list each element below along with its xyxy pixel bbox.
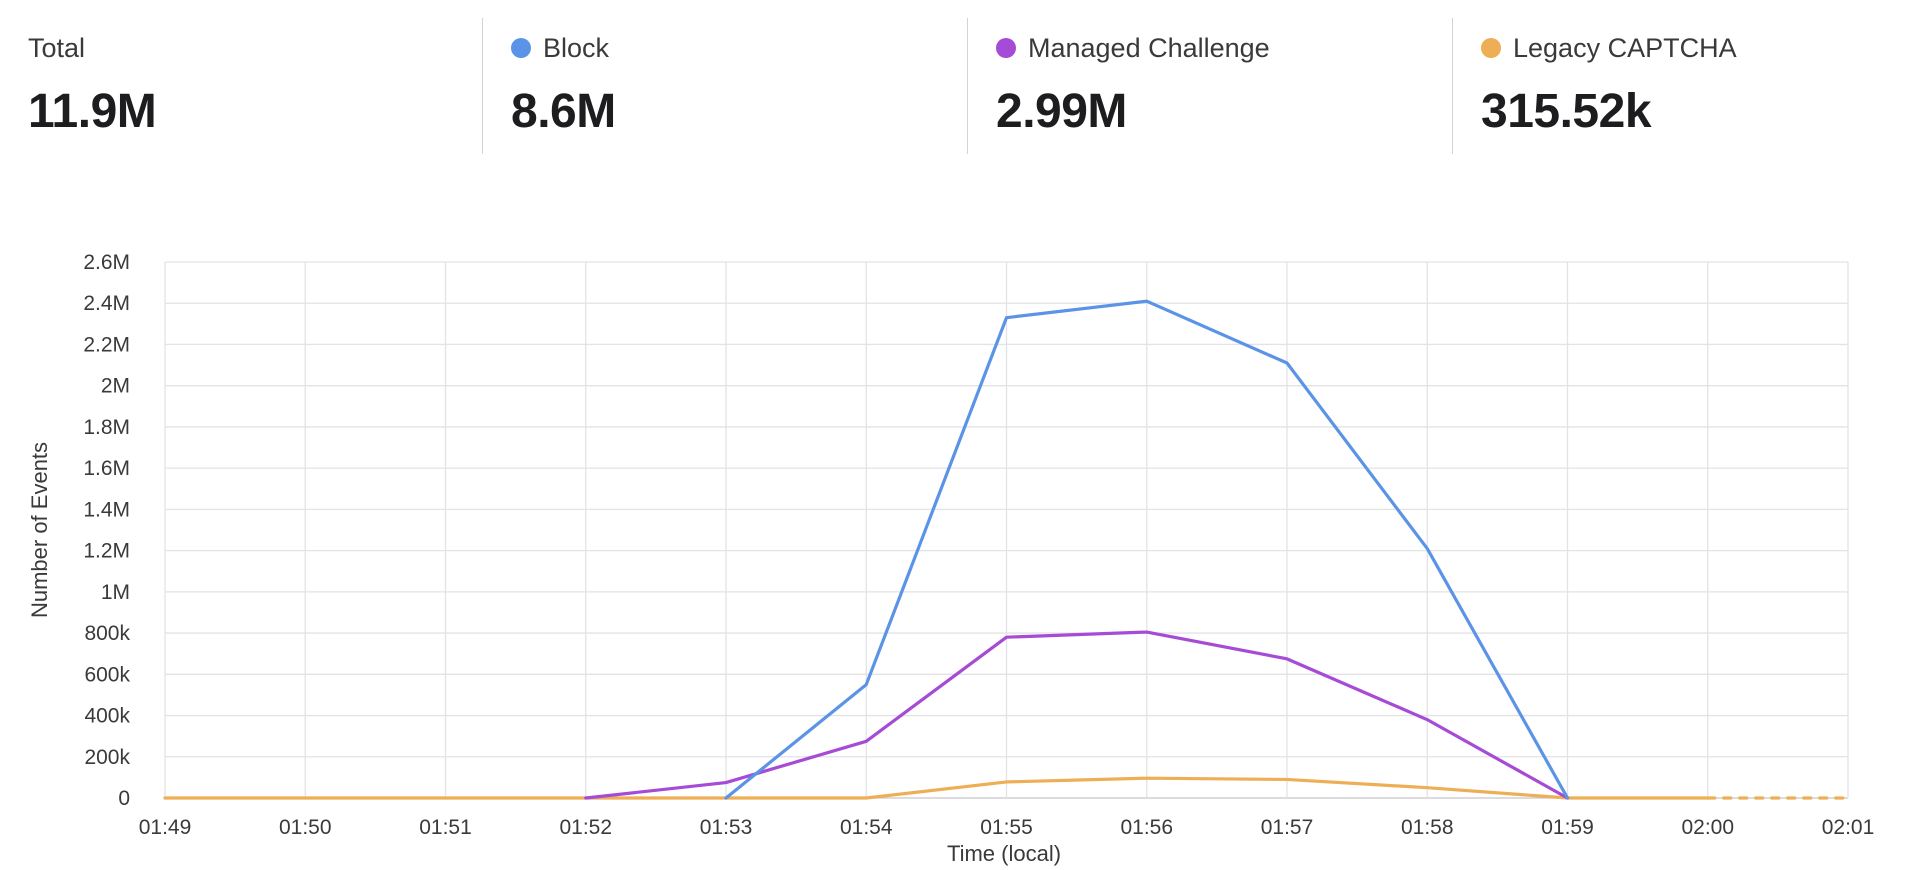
x-tick-label: 01:55 (980, 816, 1033, 839)
chart-series (163, 299, 1850, 800)
y-axis-ticks: 0 200k 400k 600k 800k 1M 1.2M 1.4M 1.6M 1.8M 2M 2.2… (83, 251, 130, 810)
x-axis-ticks: 01:49 01:50 01:51 01:52 01:53 01:54 01:55 01:56… (139, 816, 1875, 839)
y-tick-label: 600k (84, 663, 130, 686)
series-line-managed-challenge (584, 630, 1570, 800)
managed-challenge-legend-dot-icon (996, 38, 1016, 58)
x-tick-label: 01:56 (1120, 816, 1173, 839)
chart-grid (164, 261, 1849, 799)
x-tick-label: 01:51 (419, 816, 472, 839)
y-tick-label: 0 (118, 787, 130, 810)
summary-stats: Total 11.9M Block 8.6M Managed Challenge… (0, 18, 1920, 154)
y-axis-title: Number of Events (27, 442, 52, 618)
block-legend-dot-icon (511, 38, 531, 58)
stat-value: 2.99M (996, 85, 1127, 138)
stat-total: Total 11.9M (0, 18, 482, 154)
stat-label: Legacy CAPTCHA (1513, 32, 1737, 63)
stat-value: 8.6M (511, 85, 616, 138)
stat-managed-challenge[interactable]: Managed Challenge 2.99M (967, 18, 1452, 154)
y-tick-label: 2.6M (83, 251, 130, 274)
y-tick-label: 800k (84, 622, 130, 645)
stat-value: 11.9M (28, 85, 157, 138)
x-tick-label: 01:50 (279, 816, 332, 839)
x-tick-label: 01:59 (1541, 816, 1594, 839)
x-tick-label: 02:01 (1822, 816, 1875, 839)
series-line-legacy-captcha (163, 776, 1710, 800)
stat-label: Total (28, 32, 86, 63)
y-tick-label: 1.4M (83, 498, 130, 521)
stat-legacy-captcha[interactable]: Legacy CAPTCHA 315.52k (1452, 18, 1920, 154)
y-tick-label: 200k (84, 746, 130, 769)
x-tick-label: 01:52 (559, 816, 612, 839)
y-tick-label: 400k (84, 705, 130, 728)
y-tick-label: 1.6M (83, 457, 130, 480)
x-tick-label: 01:58 (1401, 816, 1454, 839)
x-tick-label: 01:49 (139, 816, 192, 839)
x-axis-title: Time (local) (947, 841, 1061, 866)
stat-block[interactable]: Block 8.6M (482, 18, 967, 154)
y-tick-label: 1.2M (83, 540, 130, 563)
stat-label: Block (543, 32, 610, 63)
y-tick-label: 2.2M (83, 333, 130, 356)
stat-label: Managed Challenge (1028, 32, 1270, 63)
x-tick-label: 01:57 (1261, 816, 1314, 839)
y-tick-label: 2.4M (83, 292, 130, 315)
y-tick-label: 1M (101, 581, 130, 604)
y-tick-label: 2M (101, 375, 130, 398)
x-tick-label: 01:53 (700, 816, 753, 839)
stat-value: 315.52k (1481, 85, 1652, 138)
x-tick-label: 02:00 (1681, 816, 1734, 839)
x-tick-label: 01:54 (840, 816, 893, 839)
y-tick-label: 1.8M (83, 416, 130, 439)
series-line-block (724, 299, 1570, 800)
legacy-captcha-legend-dot-icon (1481, 38, 1501, 58)
events-line-chart: 0 200k 400k 600k 800k 1M 1.2M 1.4M 1.6M 1.8M 2M 2.2… (27, 251, 1875, 866)
